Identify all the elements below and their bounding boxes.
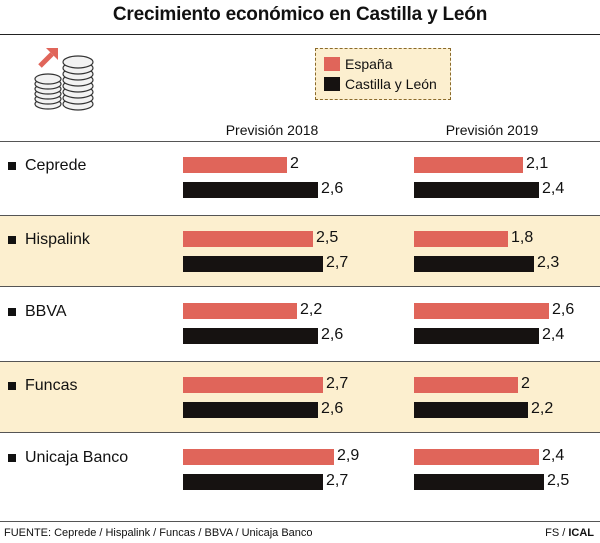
bar-es-2018 bbox=[183, 231, 313, 247]
bar-cl-2019 bbox=[414, 474, 544, 490]
category-label: Hispalink bbox=[25, 231, 90, 248]
bar-es-2019 bbox=[414, 377, 518, 393]
legend: España Castilla y León bbox=[315, 48, 451, 100]
bar-cl-2019 bbox=[414, 182, 539, 198]
legend-item-castilla-y-leon: Castilla y León bbox=[324, 74, 450, 94]
bullet-icon bbox=[8, 236, 16, 244]
bar-es-2018 bbox=[183, 303, 297, 319]
legend-label-castilla-y-leon: Castilla y León bbox=[345, 76, 437, 92]
bar-cl-2019 bbox=[414, 402, 528, 418]
data-label: 2,3 bbox=[537, 254, 560, 271]
bar-cl-2018 bbox=[183, 256, 323, 272]
row-label: Unicaja Banco bbox=[8, 449, 128, 467]
row-unicaja-banco: Unicaja Banco 2,9 2,7 2,4 2,5 bbox=[0, 434, 600, 506]
row-label: Hispalink bbox=[8, 231, 90, 249]
bar-es-2018 bbox=[183, 377, 323, 393]
bar-es-2019 bbox=[414, 449, 539, 465]
data-label: 2 bbox=[521, 375, 530, 392]
bar-es-2018 bbox=[183, 449, 334, 465]
data-label: 2,2 bbox=[531, 400, 554, 417]
data-label: 1,8 bbox=[511, 229, 534, 246]
bar-cl-2018 bbox=[183, 182, 318, 198]
data-label: 2,4 bbox=[542, 326, 565, 343]
bar-cl-2018 bbox=[183, 402, 318, 418]
data-label: 2,6 bbox=[552, 301, 575, 318]
bar-cl-2018 bbox=[183, 474, 323, 490]
data-label: 2,5 bbox=[316, 229, 339, 246]
data-label: 2,6 bbox=[321, 180, 344, 197]
category-label: Ceprede bbox=[25, 157, 87, 174]
data-label: 2,4 bbox=[542, 180, 565, 197]
data-label: 2,7 bbox=[326, 472, 349, 489]
column-header-2019: Previsión 2019 bbox=[445, 122, 539, 138]
title-divider bbox=[0, 34, 600, 35]
footer-divider bbox=[0, 521, 600, 522]
bar-es-2019 bbox=[414, 157, 523, 173]
credit-agency: ICAL bbox=[568, 527, 594, 539]
data-label: 2,6 bbox=[321, 400, 344, 417]
bar-es-2019 bbox=[414, 303, 549, 319]
category-label: Funcas bbox=[25, 377, 78, 394]
data-label: 2 bbox=[290, 155, 299, 172]
chart-title: Crecimiento económico en Castilla y León bbox=[112, 4, 488, 25]
data-label: 2,9 bbox=[337, 447, 360, 464]
data-label: 2,4 bbox=[542, 447, 565, 464]
data-label: 2,7 bbox=[326, 375, 349, 392]
data-label: 2,1 bbox=[526, 155, 549, 172]
data-label: 2,6 bbox=[321, 326, 344, 343]
legend-item-espana: España bbox=[324, 54, 450, 74]
bullet-icon bbox=[8, 382, 16, 390]
bullet-icon bbox=[8, 162, 16, 170]
data-label: 2,2 bbox=[300, 301, 323, 318]
row-bbva: BBVA 2,2 2,6 2,6 2,4 bbox=[0, 288, 600, 360]
coins-growth-icon bbox=[34, 48, 94, 111]
legend-label-espana: España bbox=[345, 56, 393, 72]
data-label: 2,5 bbox=[547, 472, 570, 489]
header-divider bbox=[0, 141, 600, 142]
bullet-icon bbox=[8, 308, 16, 316]
data-label: 2,7 bbox=[326, 254, 349, 271]
credit-author: FS / bbox=[545, 527, 569, 539]
category-label: BBVA bbox=[25, 303, 67, 320]
row-label: Funcas bbox=[8, 377, 77, 395]
legend-swatch-castilla-y-leon bbox=[324, 77, 340, 91]
row-funcas: Funcas 2,7 2,6 2 2,2 bbox=[0, 361, 600, 433]
row-label: BBVA bbox=[8, 303, 67, 321]
row-label: Ceprede bbox=[8, 157, 86, 175]
bar-cl-2018 bbox=[183, 328, 318, 344]
bullet-icon bbox=[8, 454, 16, 462]
row-ceprede: Ceprede 2 2,6 2,1 2,4 bbox=[0, 142, 600, 214]
bar-cl-2019 bbox=[414, 328, 539, 344]
row-hispalink: Hispalink 2,5 2,7 1,8 2,3 bbox=[0, 215, 600, 287]
credit: FS / ICAL bbox=[545, 527, 594, 539]
bar-cl-2019 bbox=[414, 256, 534, 272]
column-header-2018: Previsión 2018 bbox=[225, 122, 319, 138]
legend-swatch-espana bbox=[324, 57, 340, 71]
bar-es-2019 bbox=[414, 231, 508, 247]
source-note: FUENTE: Ceprede / Hispalink / Funcas / B… bbox=[4, 527, 313, 539]
bar-es-2018 bbox=[183, 157, 287, 173]
category-label: Unicaja Banco bbox=[25, 449, 129, 466]
